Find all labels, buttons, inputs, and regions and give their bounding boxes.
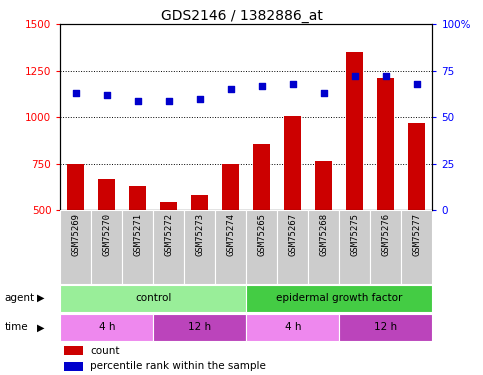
Text: control: control: [135, 293, 171, 303]
Text: GSM75267: GSM75267: [288, 213, 298, 256]
Point: [165, 98, 173, 104]
Bar: [253, 144, 270, 210]
Text: GDS2146 / 1382886_at: GDS2146 / 1382886_at: [160, 9, 323, 23]
Bar: [122, 210, 154, 284]
Bar: [246, 285, 432, 312]
Bar: [91, 210, 122, 284]
Text: 12 h: 12 h: [374, 322, 398, 332]
Bar: [308, 210, 339, 284]
Text: count: count: [90, 346, 120, 356]
Bar: [60, 285, 246, 312]
Point: [413, 81, 421, 87]
Bar: [339, 210, 370, 284]
Text: 12 h: 12 h: [188, 322, 212, 332]
Bar: [99, 179, 115, 210]
Bar: [346, 52, 363, 210]
Text: ▶: ▶: [37, 322, 45, 332]
Bar: [408, 123, 426, 210]
Text: GSM75274: GSM75274: [227, 213, 235, 256]
Point: [72, 90, 80, 96]
Bar: [277, 210, 308, 284]
Bar: [60, 210, 91, 284]
Text: GSM75276: GSM75276: [381, 213, 390, 256]
Bar: [284, 117, 301, 210]
Bar: [215, 210, 246, 284]
Point: [258, 83, 266, 89]
Bar: [160, 202, 177, 210]
Bar: [246, 314, 339, 341]
Bar: [222, 164, 240, 210]
Bar: [154, 314, 246, 341]
Text: GSM75268: GSM75268: [319, 213, 328, 256]
Text: 4 h: 4 h: [284, 322, 301, 332]
Text: agent: agent: [5, 293, 35, 303]
Bar: [60, 314, 154, 341]
Point: [134, 98, 142, 104]
Text: ▶: ▶: [37, 293, 45, 303]
Point: [196, 96, 204, 102]
Point: [289, 81, 297, 87]
Bar: [370, 210, 401, 284]
Text: GSM75275: GSM75275: [350, 213, 359, 256]
Bar: [339, 314, 432, 341]
Bar: [129, 186, 146, 210]
Bar: [154, 210, 185, 284]
Bar: [246, 210, 277, 284]
Text: GSM75277: GSM75277: [412, 213, 421, 256]
Point: [382, 74, 390, 80]
Text: epidermal growth factor: epidermal growth factor: [276, 293, 402, 303]
Text: GSM75265: GSM75265: [257, 213, 266, 256]
Bar: [191, 195, 208, 210]
Text: GSM75273: GSM75273: [195, 213, 204, 256]
Bar: [67, 164, 85, 210]
Bar: [185, 210, 215, 284]
Text: GSM75269: GSM75269: [71, 213, 80, 256]
Bar: [401, 210, 432, 284]
Bar: [377, 78, 394, 210]
Bar: [315, 160, 332, 210]
Text: 4 h: 4 h: [99, 322, 115, 332]
Point: [103, 92, 111, 98]
Text: GSM75272: GSM75272: [164, 213, 173, 256]
Bar: [64, 346, 83, 355]
Text: GSM75270: GSM75270: [102, 213, 112, 256]
Point: [227, 87, 235, 93]
Text: time: time: [5, 322, 28, 332]
Text: percentile rank within the sample: percentile rank within the sample: [90, 361, 266, 371]
Text: GSM75271: GSM75271: [133, 213, 142, 256]
Point: [351, 74, 359, 80]
Bar: [64, 362, 83, 370]
Point: [320, 90, 327, 96]
